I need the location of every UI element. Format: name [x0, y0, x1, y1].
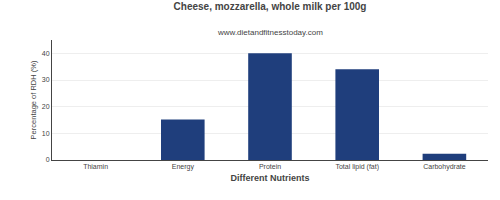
svg-text:Thiamin: Thiamin	[83, 163, 108, 170]
svg-text:40: 40	[42, 50, 50, 57]
svg-text:Total lipid (fat): Total lipid (fat)	[335, 163, 379, 171]
svg-text:0: 0	[46, 156, 50, 163]
svg-text:Different Nutrients: Different Nutrients	[230, 173, 309, 183]
svg-text:Carbohydrate: Carbohydrate	[423, 163, 466, 171]
svg-text:30: 30	[42, 76, 50, 83]
svg-text:Cheese, mozzarella, whole milk: Cheese, mozzarella, whole milk per 100g	[174, 1, 367, 12]
svg-text:www.dietandfitnesstoday.com: www.dietandfitnesstoday.com	[217, 28, 323, 37]
svg-text:Energy: Energy	[172, 163, 195, 171]
svg-text:20: 20	[42, 103, 50, 110]
svg-text:Protein: Protein	[259, 163, 281, 170]
svg-text:Percentage of RDH (%): Percentage of RDH (%)	[29, 60, 38, 139]
svg-text:10: 10	[42, 130, 50, 137]
